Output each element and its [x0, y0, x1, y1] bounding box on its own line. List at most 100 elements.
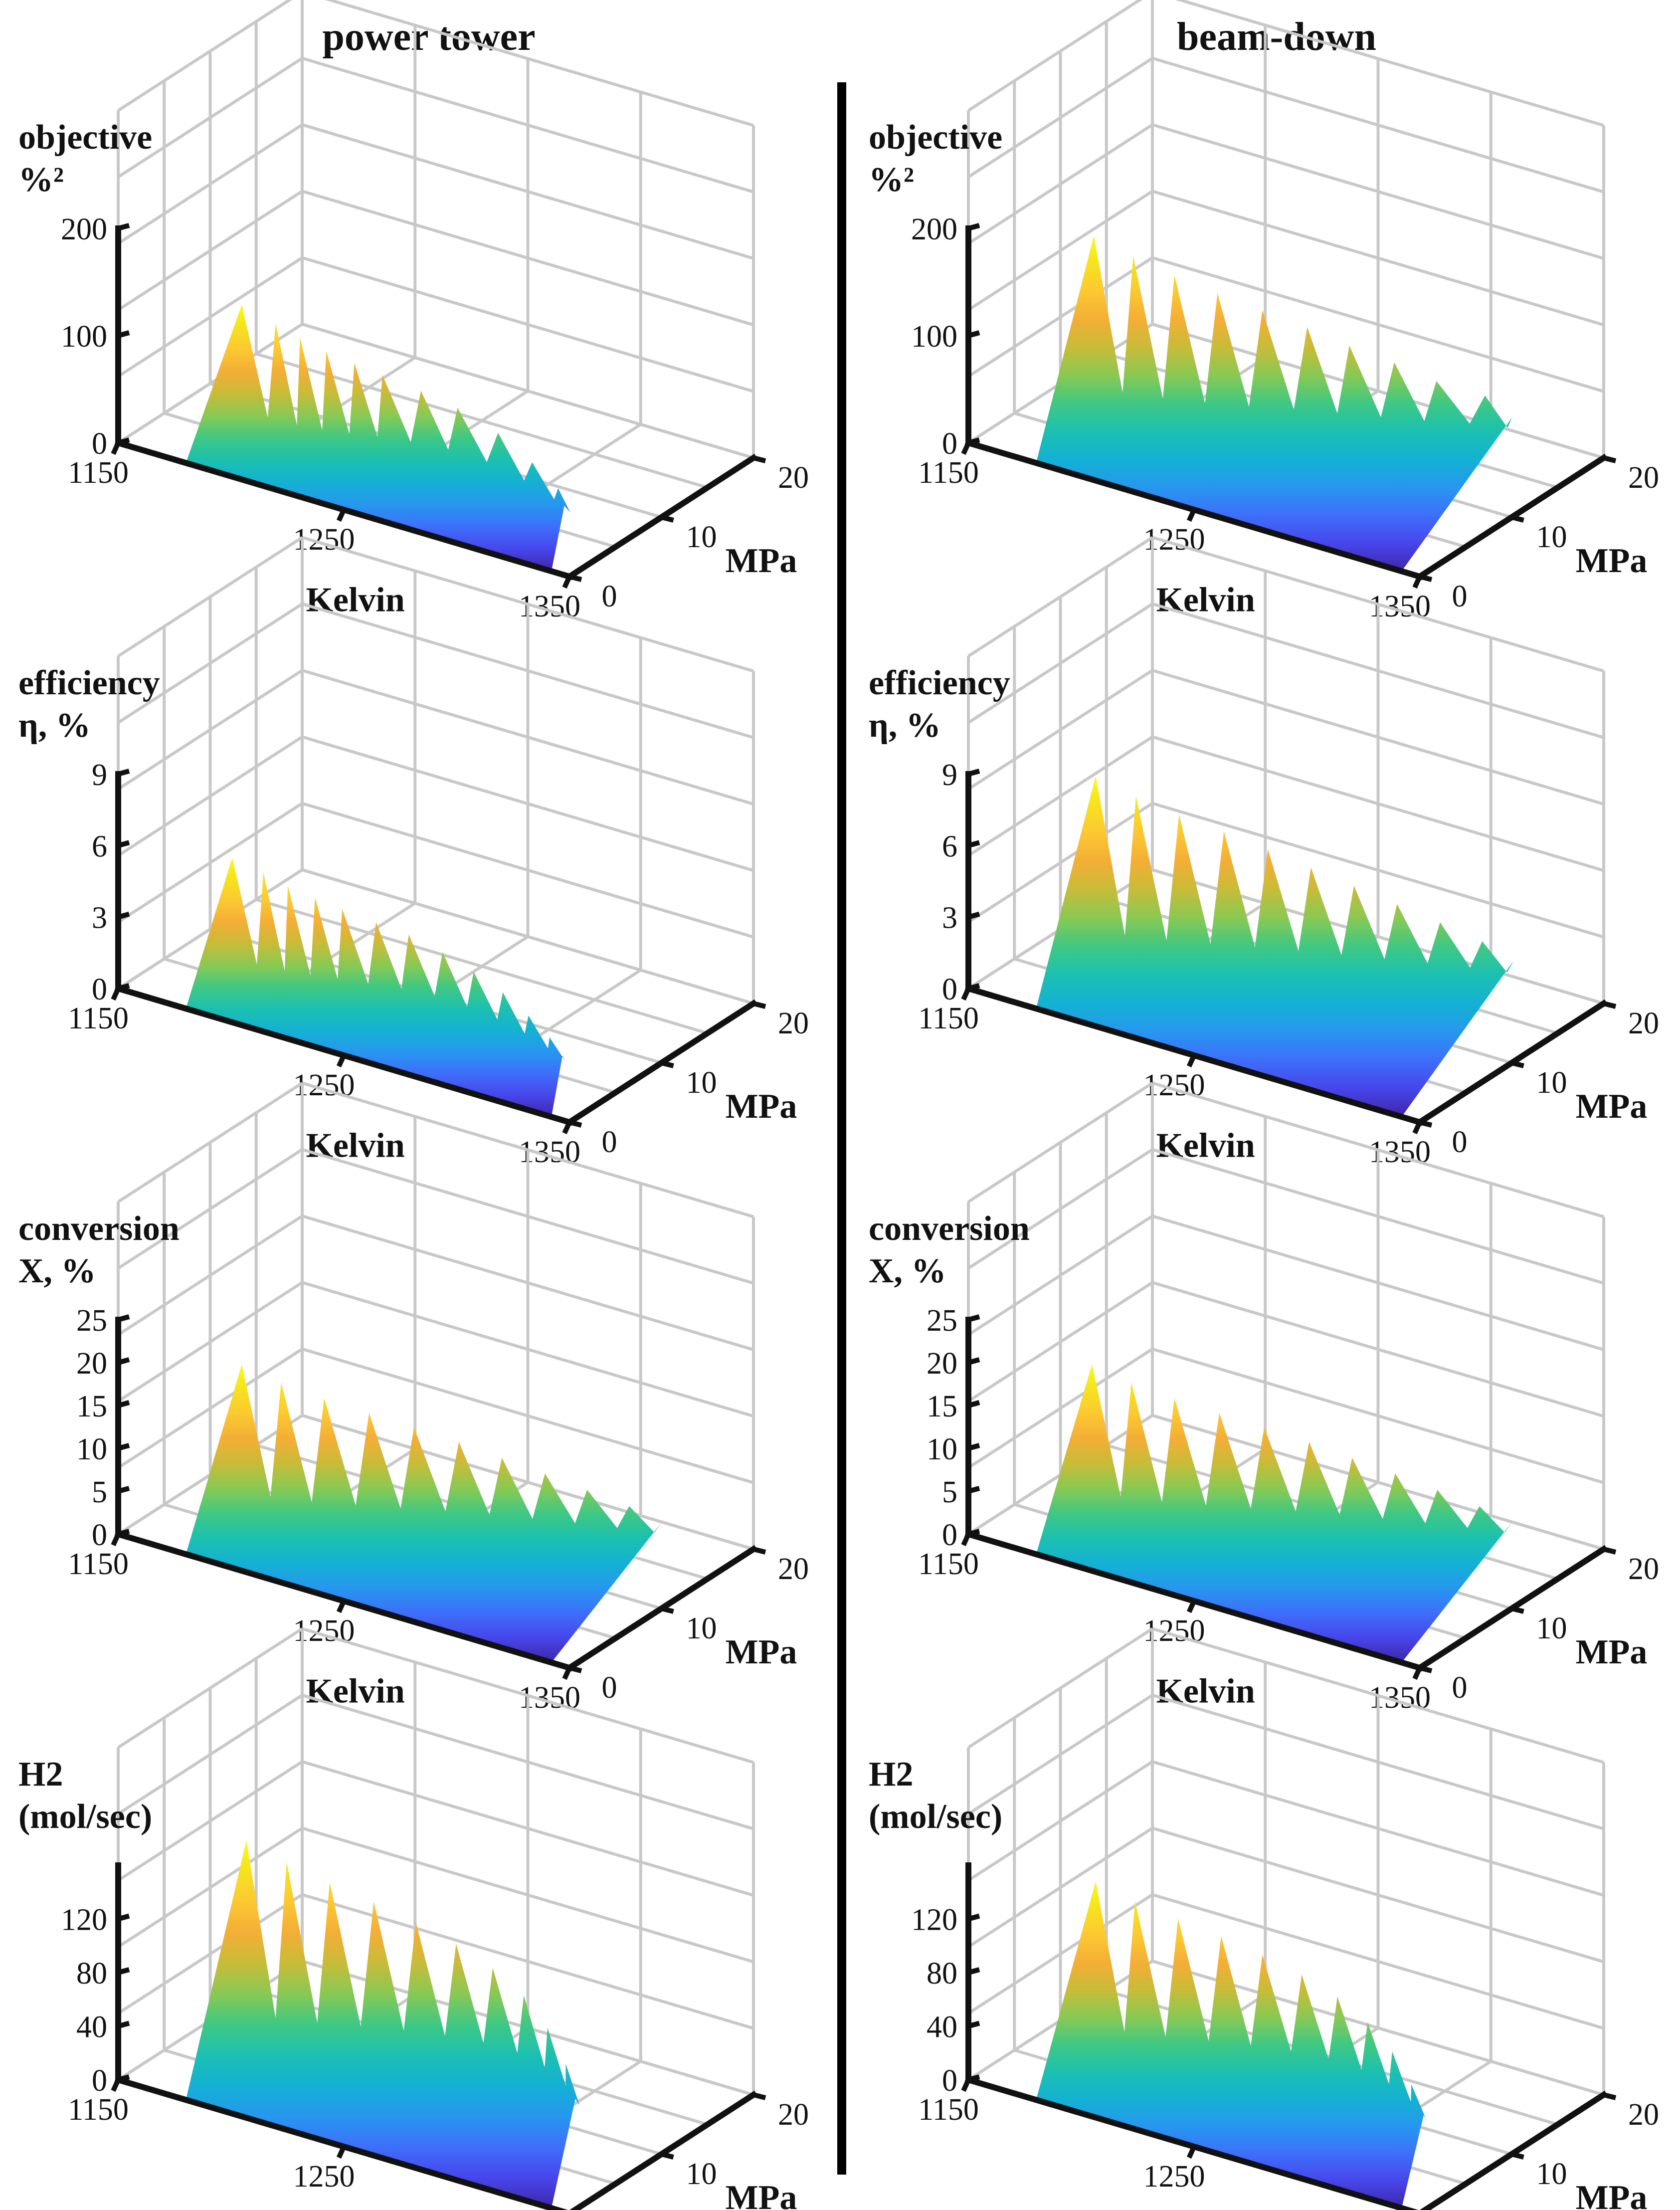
z-label-line1: efficiency — [869, 664, 1010, 702]
z-label-line1: efficiency — [18, 664, 160, 702]
y-tick-label: 20 — [1628, 461, 1659, 495]
z-tick-mark — [967, 1443, 980, 1451]
x-tick-mark — [1412, 575, 1422, 589]
y-tick-mark — [661, 515, 674, 523]
y-axis-title: MPa — [726, 1633, 797, 1671]
z-tick-label: 120 — [61, 1903, 107, 1937]
y-tick-label: 20 — [778, 1552, 809, 1586]
x-tick-label: 1150 — [68, 1547, 129, 1581]
x-tick-mark — [961, 441, 971, 455]
chart-panel-power-tower-row-4: 115012501350Kelvin01020MPa04080120H2(mol… — [18, 1627, 809, 2210]
z-tick-mark — [117, 437, 130, 445]
z-tick-label: 6 — [92, 829, 107, 863]
z-tick-label: 20 — [927, 1347, 957, 1381]
z-label-line1: H2 — [18, 1755, 63, 1794]
x-tick-mark — [111, 2078, 121, 2092]
y-tick-label: 10 — [1536, 2157, 1567, 2191]
z-tick-mark — [967, 1529, 980, 1537]
grid-line — [302, 868, 754, 1005]
z-tick-label: 9 — [942, 758, 957, 792]
x-tick-mark — [111, 1533, 121, 1547]
y-tick-mark — [752, 2092, 766, 2100]
z-tick-label: 0 — [942, 973, 957, 1006]
x-tick-label: 1250 — [1143, 2160, 1205, 2194]
y-tick-label: 0 — [1452, 1671, 1468, 1705]
y-tick-mark — [661, 1060, 674, 1068]
y-tick-mark — [568, 574, 582, 582]
z-tick-label: 80 — [927, 1957, 957, 1991]
y-tick-label: 20 — [1628, 2098, 1659, 2132]
z-tick-label: 6 — [942, 829, 957, 863]
z-label-line2: (mol/sec) — [18, 1798, 152, 1836]
y-tick-label: 20 — [1628, 1006, 1659, 1040]
y-tick-label: 10 — [686, 1611, 717, 1645]
z-label-line2: η, % — [869, 706, 941, 745]
chart-panel-beam-down-row-4: 115012501350Kelvin01020MPa04080120H2(mol… — [869, 1627, 1659, 2210]
z-tick-mark — [967, 2020, 980, 2029]
y-axis-title: MPa — [726, 2179, 797, 2210]
z-label-line2: %² — [869, 161, 914, 199]
x-tick-mark — [111, 987, 121, 1001]
z-tick-label: 0 — [942, 2064, 957, 2098]
z-label-line1: conversion — [18, 1209, 180, 1248]
x-axis-title: Kelvin — [1156, 1127, 1255, 1165]
y-tick-mark — [1511, 1606, 1524, 1614]
y-tick-mark — [1603, 1001, 1617, 1009]
z-tick-label: 10 — [927, 1432, 957, 1466]
y-tick-mark — [1419, 1120, 1433, 1128]
y-tick-label: 0 — [1452, 580, 1468, 613]
x-axis-title: Kelvin — [1156, 581, 1255, 619]
x-tick-mark — [562, 1121, 572, 1135]
z-tick-label: 3 — [92, 901, 107, 935]
z-tick-label: 0 — [92, 2064, 107, 2098]
z-label-line1: objective — [869, 118, 1002, 157]
z-tick-mark — [967, 1357, 980, 1365]
x-tick-label: 1150 — [68, 1002, 129, 1035]
z-tick-label: 200 — [61, 212, 107, 246]
z-tick-mark — [117, 1486, 130, 1494]
z-tick-label: 0 — [92, 1518, 107, 1552]
z-tick-mark — [967, 1486, 980, 1494]
surface — [1036, 235, 1512, 572]
y-tick-label: 10 — [686, 520, 717, 554]
y-tick-mark — [1603, 2092, 1617, 2100]
z-tick-label: 9 — [92, 758, 107, 792]
x-tick-mark — [336, 508, 347, 522]
z-tick-label: 15 — [927, 1390, 957, 1423]
z-tick-mark — [967, 911, 980, 920]
z-tick-label: 100 — [911, 320, 957, 354]
y-tick-label: 0 — [602, 580, 617, 613]
x-axis-title: Kelvin — [306, 581, 404, 619]
y-tick-label: 0 — [602, 1125, 617, 1159]
z-tick-label: 0 — [942, 427, 957, 461]
z-tick-mark — [117, 1529, 130, 1537]
z-tick-mark — [967, 437, 980, 445]
z-tick-mark — [967, 2074, 980, 2082]
z-tick-mark — [117, 1913, 130, 1922]
y-tick-label: 20 — [778, 1006, 809, 1040]
z-tick-mark — [117, 223, 130, 231]
x-tick-mark — [1186, 508, 1197, 522]
y-tick-mark — [1511, 515, 1524, 523]
y-axis-title: MPa — [1576, 2179, 1648, 2210]
z-tick-mark — [967, 1967, 980, 1975]
z-tick-mark — [117, 983, 130, 991]
y-tick-label: 10 — [1536, 520, 1567, 554]
z-tick-mark — [967, 1913, 980, 1922]
z-tick-mark — [117, 2020, 130, 2029]
x-tick-mark — [111, 441, 121, 455]
x-axis-title: Kelvin — [1156, 1672, 1255, 1711]
z-tick-label: 0 — [92, 973, 107, 1006]
z-tick-label: 40 — [76, 2010, 107, 2044]
z-tick-mark — [117, 1357, 130, 1365]
x-tick-label: 1150 — [918, 1547, 979, 1581]
y-tick-label: 10 — [1536, 1066, 1567, 1100]
grid-line — [302, 323, 754, 459]
y-tick-mark — [1603, 455, 1617, 463]
z-tick-label: 15 — [76, 1390, 107, 1423]
